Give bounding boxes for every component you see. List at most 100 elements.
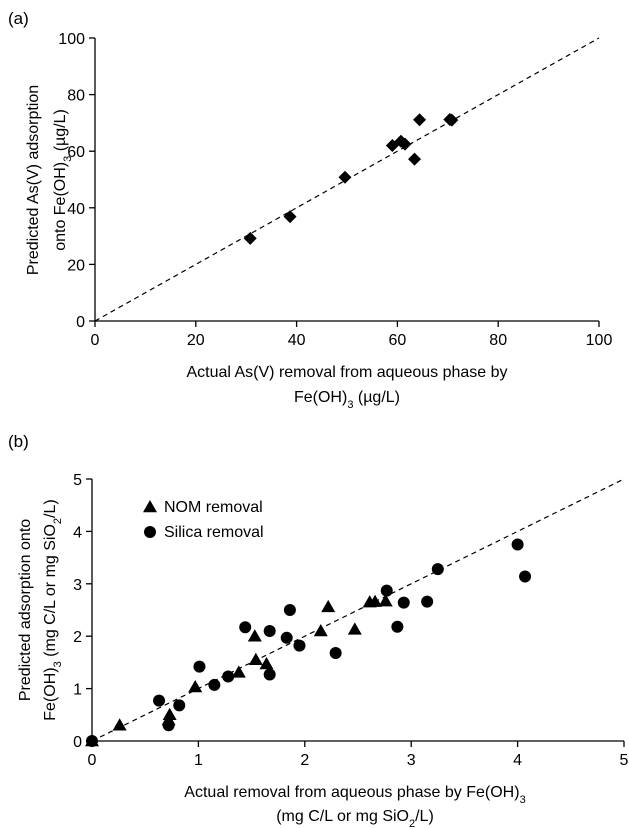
x-axis-label-b-part: Actual removal from aqueous phase by Fe(… — [184, 784, 519, 801]
x-tick-label-a: 0 — [91, 332, 100, 349]
y-axis-label-a-line2: onto Fe(OH)3 (µg/L) — [52, 109, 74, 251]
x-tick-label-b: 1 — [194, 752, 203, 769]
x-tick-label-a: 80 — [489, 332, 507, 349]
data-point-b-circle — [329, 646, 342, 659]
data-point-a-diamond — [398, 137, 412, 151]
x-tick-label-a: 40 — [288, 332, 306, 349]
data-point-b-circle — [380, 584, 393, 597]
x-tick-label-b: 5 — [620, 752, 629, 769]
data-point-b-triangle — [368, 594, 383, 607]
x-axis-label-b-part: 3 — [520, 794, 526, 806]
x-axis-label-b-line2-part: (mg C/L or mg SiO — [276, 808, 409, 825]
x-tick-label-b: 3 — [407, 752, 416, 769]
data-point-b-triangle — [231, 665, 246, 678]
legend-marker-triangle — [143, 500, 157, 513]
x-tick-label-b: 4 — [513, 752, 522, 769]
y-axis-label-b-line2: Fe(OH)3 (mg C/L or mg SiO2/L) — [42, 499, 64, 720]
data-point-b-circle — [431, 563, 444, 576]
data-point-b-circle — [208, 678, 221, 691]
x-axis-label-a-line2-part: 3 — [347, 399, 353, 411]
panel-label-b: (b) — [8, 432, 29, 451]
x-tick-label-b: 0 — [88, 752, 97, 769]
y-axis-label-a-line2-part: 3 — [62, 156, 74, 162]
y-tick-label-b: 1 — [73, 682, 82, 699]
y-axis-label-a-line2-part: (µg/L) — [52, 109, 69, 156]
y-axis-label-a-line2-part: onto Fe(OH) — [52, 162, 69, 251]
y-tick-label-b: 4 — [73, 524, 82, 541]
data-point-b-triangle — [259, 656, 274, 670]
data-point-b-circle — [263, 668, 276, 681]
y-tick-label-b: 5 — [73, 472, 82, 489]
x-tick-label-b: 2 — [300, 752, 309, 769]
data-point-b-circle — [162, 719, 175, 732]
data-point-b-circle — [86, 735, 98, 747]
data-point-b-circle — [173, 699, 186, 712]
data-point-b-triangle — [112, 718, 127, 731]
data-point-b-triangle — [347, 622, 362, 635]
data-point-b-triangle — [248, 652, 263, 666]
y-axis-label-b-line2-part: /L) — [42, 499, 59, 518]
y-axis-label-b-line1-part: Predicted adsorption onto — [17, 519, 34, 701]
data-point-b-triangle — [188, 680, 203, 693]
y-tick-label-a: 60 — [67, 144, 85, 161]
data-point-b-circle — [280, 631, 293, 644]
data-point-b-circle — [263, 624, 276, 637]
y-axis-label-b-line2-part: Fe(OH) — [42, 667, 59, 720]
data-point-b-circle — [153, 694, 166, 707]
y-tick-label-a: 100 — [58, 31, 85, 48]
legend-label-circle: Silica removal — [164, 524, 264, 541]
data-point-a-diamond — [408, 152, 422, 166]
y-tick-label-b: 2 — [73, 629, 82, 646]
x-axis-label-a-line2: Fe(OH)3 (µg/L) — [294, 389, 400, 411]
data-point-b-triangle — [378, 594, 393, 607]
x-tick-label-a: 100 — [586, 332, 613, 349]
data-point-b-circle — [193, 660, 206, 673]
data-point-b-circle — [391, 620, 404, 633]
data-point-b-circle — [397, 596, 410, 609]
x-axis-label-b-line2: (mg C/L or mg SiO2/L) — [276, 808, 434, 829]
data-point-b-circle — [239, 621, 252, 634]
data-point-b-circle — [511, 538, 524, 551]
data-point-b-circle — [283, 604, 296, 616]
panel-a: (a) 0 20 40 60 80 100 0 20 40 60 80 100 Actual As(V) … — [8, 9, 612, 411]
y-tick-label-a: 0 — [76, 314, 85, 331]
data-point-b-triangle — [162, 707, 177, 721]
data-point-a-diamond — [413, 113, 427, 127]
y-axis-label-b-line2-part: (mg C/L or mg SiO — [42, 524, 59, 661]
data-point-b-circle — [222, 670, 235, 683]
panel-label-a: (a) — [8, 9, 29, 28]
y-axis-label-b-line1: Predicted adsorption onto — [17, 519, 34, 701]
y-axis-label-b-line2-part: 2 — [52, 518, 64, 524]
data-point-b-circle — [421, 595, 434, 608]
x-axis-label-b-line2-part: 2 — [409, 818, 415, 829]
data-point-a-diamond — [283, 210, 297, 224]
x-tick-label-a: 60 — [389, 332, 407, 349]
data-point-b-circle — [293, 639, 306, 652]
y-tick-label-a: 80 — [67, 88, 85, 105]
data-point-a-diamond — [338, 170, 352, 184]
legend-label-triangle: NOM removal — [164, 499, 263, 516]
x-axis-label-b: Actual removal from aqueous phase by Fe(… — [184, 784, 525, 806]
x-axis-label-b-line2-part: /L) — [415, 808, 434, 825]
x-axis-label-a: Actual As(V) removal from aqueous phase … — [186, 364, 507, 381]
x-axis-label-a-line2-part: Fe(OH) — [294, 389, 347, 406]
x-axis-label-a-line2-part: (µg/L) — [353, 389, 400, 406]
data-point-b-circle — [519, 570, 532, 583]
legend-marker-circle — [144, 526, 156, 538]
y-tick-label-a: 20 — [67, 257, 85, 274]
y-tick-label-b: 3 — [73, 577, 82, 594]
y-axis-label-a-line1: Predicted As(V) adsorption — [25, 85, 42, 275]
x-tick-label-a: 20 — [187, 332, 205, 349]
data-point-b-triangle — [321, 599, 336, 613]
panel-b: (b) 0 1 2 3 4 5 0 1 2 3 4 5 Actual removal from aqueo… — [8, 432, 629, 829]
data-point-a-diamond — [445, 113, 459, 127]
y-tick-label-b: 0 — [73, 734, 82, 751]
data-point-a-diamond — [243, 231, 257, 245]
data-point-b-triangle — [313, 623, 328, 637]
data-point-b-triangle — [247, 629, 262, 642]
y-axis-label-b: Predicted adsorption onto Fe(OH)3 (mg C/L… — [17, 499, 64, 720]
y-axis-label-b-line2-part: 3 — [52, 661, 64, 667]
legend: NOM removal Silica removal — [143, 499, 264, 541]
reference-line-b — [91, 478, 625, 742]
